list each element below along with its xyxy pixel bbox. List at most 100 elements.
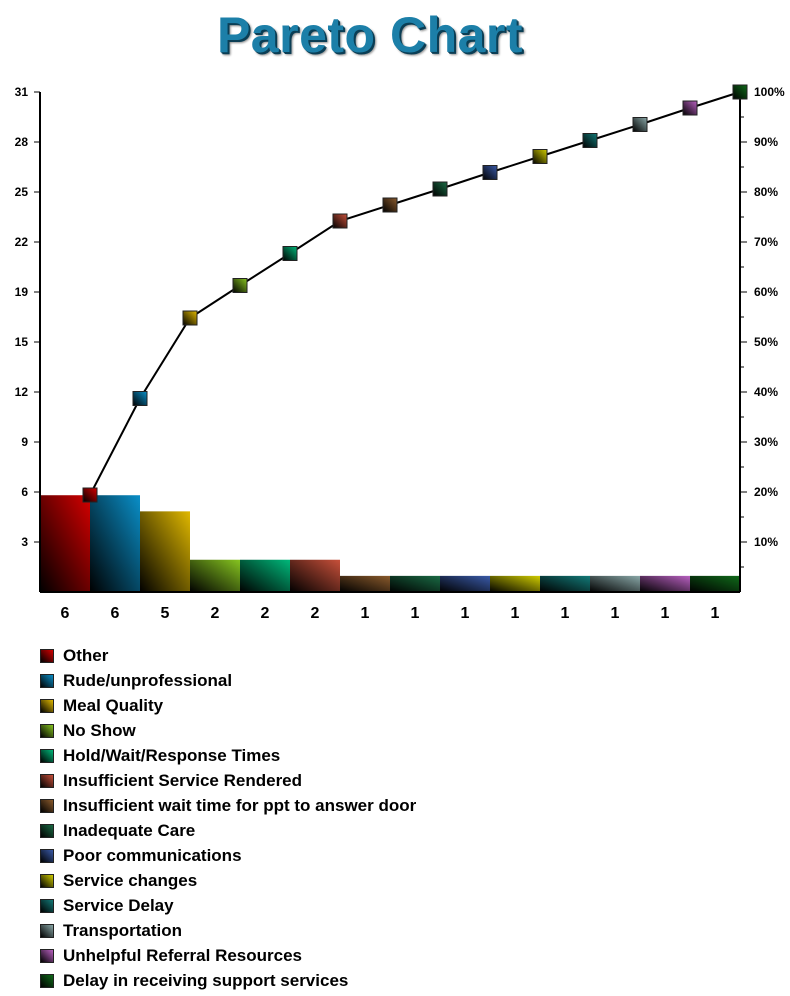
bar-1 [90, 495, 140, 592]
y-tick-label-left-5: 19 [15, 285, 29, 299]
cumulative-line [89, 91, 741, 496]
count-label-2: 5 [161, 605, 170, 622]
count-label-10: 1 [561, 605, 570, 622]
legend-label: Rude/unprofessional [63, 670, 233, 690]
bar-8 [440, 575, 490, 592]
y-tick-label-right-8: 90% [754, 135, 778, 149]
count-label-5: 2 [311, 605, 320, 622]
cumulative-point-5 [332, 213, 348, 229]
legend-label: Meal Quality [63, 695, 164, 715]
y-tick-label-right-4: 50% [754, 335, 778, 349]
cumulative-point-1 [132, 391, 148, 406]
y-tick-label-left-8: 28 [15, 135, 29, 149]
legend-swatch [40, 973, 54, 988]
cumulative-point-10 [582, 133, 598, 148]
legend-swatch [40, 798, 54, 813]
cumulative-point-2 [182, 310, 198, 326]
y-tick-label-right-0: 10% [754, 535, 778, 549]
count-label-12: 1 [661, 605, 670, 622]
legend-label: Service changes [63, 870, 198, 890]
legend-item: Meal Quality [40, 693, 416, 718]
legend-swatch [40, 648, 54, 663]
count-label-0: 6 [61, 605, 70, 622]
legend-item: Other [40, 643, 416, 668]
count-label-11: 1 [611, 605, 620, 622]
legend-label: Delay in receiving support services [63, 970, 349, 990]
legend-label: Unhelpful Referral Resources [63, 945, 303, 965]
cumulative-point-6 [382, 197, 398, 213]
axes-layer: 3 6 9 12 15 19 22 25 28 31 10% 20% 30% 40% 50% 60% 70% 80… [15, 85, 785, 593]
legend-item: Transportation [40, 918, 416, 943]
y-tick-label-left-7: 25 [15, 185, 29, 199]
y-tick-label-right-5: 60% [754, 285, 778, 299]
legend-swatch [40, 673, 54, 688]
y-tick-label-left-9: 31 [15, 85, 29, 99]
legend-item: Insufficient wait time for ppt to answer… [40, 793, 416, 818]
count-label-9: 1 [511, 605, 520, 622]
cumulative-point-3 [232, 278, 248, 293]
count-label-8: 1 [461, 605, 470, 622]
count-label-4: 2 [261, 605, 270, 622]
y-tick-label-right-1: 20% [754, 485, 778, 499]
legend-swatch [40, 823, 54, 838]
legend-item: Rude/unprofessional [40, 668, 416, 693]
y-tick-label-right-3: 40% [754, 385, 778, 399]
y-tick-label-left-0: 3 [21, 535, 28, 549]
y-tick-label-right-7: 80% [754, 185, 778, 199]
cumulative-point-7 [432, 181, 448, 197]
bars-layer [40, 495, 740, 592]
legend-swatch [40, 748, 54, 763]
legend-swatch [40, 923, 54, 938]
y-tick-label-right-2: 30% [754, 435, 778, 449]
y-tick-label-right-6: 70% [754, 235, 778, 249]
cumulative-point-8 [482, 165, 498, 180]
chart-title: Pareto Chart [216, 7, 524, 63]
legend-swatch [40, 948, 54, 963]
legend-item: Unhelpful Referral Resources [40, 943, 416, 968]
bar-3 [190, 559, 240, 592]
legend-label: Insufficient Service Rendered [63, 770, 303, 790]
legend-label: Other [63, 645, 109, 665]
legend-swatch [40, 773, 54, 788]
cumulative-line-layer [82, 84, 748, 503]
cumulative-point-4 [282, 246, 298, 261]
cumulative-point-11 [632, 117, 648, 132]
legend-swatch [40, 698, 54, 713]
legend-label: Hold/Wait/Response Times [63, 745, 281, 765]
pareto-chart: 3691215192225283110%20%30%40%50%60%70%80… [15, 84, 785, 622]
legend-label: Poor communications [63, 845, 242, 865]
legend-label: No Show [63, 720, 136, 740]
y-tick-label-left-4: 15 [15, 335, 29, 349]
cumulative-point-13 [732, 84, 748, 100]
count-label-13: 1 [711, 605, 720, 622]
cumulative-point-9 [532, 149, 548, 164]
legend-item: Service Delay [40, 893, 416, 918]
legend-label: Inadequate Care [63, 820, 196, 840]
cumulative-point-0 [82, 487, 98, 503]
count-label-3: 2 [211, 605, 220, 622]
cumulative-point-12 [682, 100, 698, 116]
bar-12 [640, 575, 690, 592]
legend-item: Hold/Wait/Response Times [40, 743, 416, 768]
bar-9 [490, 575, 540, 592]
y-tick-label-left-3: 12 [15, 385, 29, 399]
count-label-1: 6 [111, 605, 120, 622]
legend-item: Service changes [40, 868, 416, 893]
count-label-7: 1 [411, 605, 420, 622]
y-tick-label-right-9: 100% [754, 85, 785, 99]
bar-13 [690, 575, 740, 592]
legend-swatch [40, 873, 54, 888]
y-tick-label-left-6: 22 [15, 235, 29, 249]
bar-10 [540, 575, 590, 592]
legend-item: Delay in receiving support services [40, 968, 416, 993]
bar-7 [390, 575, 440, 592]
bar-2 [140, 511, 190, 592]
legend-swatch [40, 848, 54, 863]
count-label-6: 1 [361, 605, 370, 622]
bar-5 [290, 559, 340, 592]
legend: Other Rude/unprofessional Meal Quality No S… [40, 643, 416, 993]
legend-swatch [40, 723, 54, 738]
bar-4 [240, 559, 290, 592]
bar-11 [590, 575, 640, 592]
legend-label: Service Delay [63, 895, 174, 915]
